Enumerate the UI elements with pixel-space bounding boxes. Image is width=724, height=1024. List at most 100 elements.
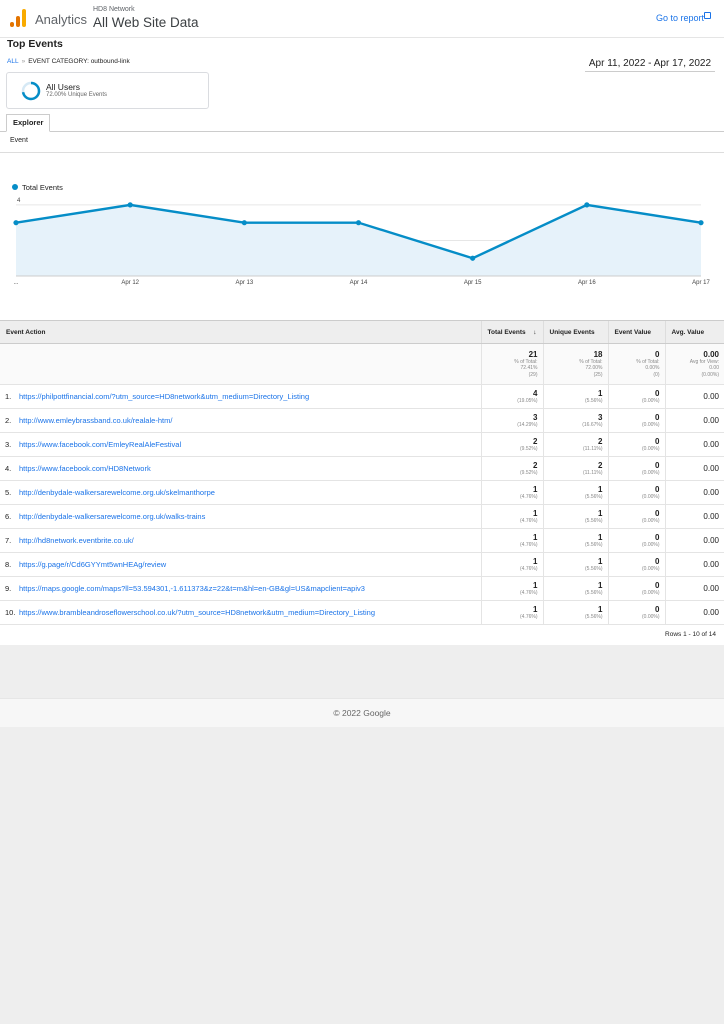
event-action-link[interactable]: https://maps.google.com/maps?ll=53.59430…: [19, 584, 365, 593]
totals-row: 21% of Total: 72.41% (29) 18% of Total: 72.…: [0, 343, 724, 385]
chart-panel: [0, 152, 724, 317]
external-link-icon[interactable]: [704, 12, 711, 19]
row-index: 10.: [5, 608, 16, 617]
total-events-pct: (9.52%): [519, 470, 538, 476]
total-events-value: 1: [533, 557, 538, 566]
unique-events-pct: (11.11%): [582, 470, 603, 476]
total-events-value: 1: [533, 533, 538, 542]
breadcrumb: ALL» EVENT CATEGORY: outbound-link: [7, 58, 130, 65]
event-action-link[interactable]: https://www.brambleandroseflowerschool.c…: [19, 608, 375, 617]
x-tick-label: Apr 16: [578, 280, 596, 286]
segment-donut-icon: [21, 81, 41, 101]
report-tabs: Explorer: [0, 114, 724, 132]
event-value-value: 0: [655, 485, 660, 494]
series-area: [16, 204, 701, 276]
unique-events-value: 1: [598, 389, 603, 398]
sort-desc-icon: ↓: [533, 328, 537, 336]
table-row: 9. https://maps.google.com/maps?ll=53.594…: [0, 576, 724, 601]
property-name[interactable]: All Web Site Data: [93, 15, 199, 30]
table-row: 7. http://hd8network.eventbrite.co.uk/1 (4…: [0, 528, 724, 553]
unique-events-value: 2: [598, 461, 603, 470]
event-action-link[interactable]: http://denbydale-walkersarewelcome.org.u…: [19, 488, 215, 497]
total-events-value: 1: [533, 485, 538, 494]
table-row: 3. https://www.facebook.com/EmleyRealAleF…: [0, 432, 724, 457]
column-header-event-value[interactable]: Event Value: [607, 320, 665, 344]
date-range-picker[interactable]: Apr 11, 2022 - Apr 17, 2022: [584, 56, 715, 72]
avg-value-value: 0.00: [703, 488, 719, 497]
x-tick-label: Apr 12: [121, 280, 139, 286]
unique-events-value: 1: [598, 533, 603, 542]
event-value-pct: (0.00%): [641, 542, 660, 548]
total-events-pct: (4.76%): [519, 542, 538, 548]
total-events-pct: (4.76%): [519, 518, 538, 524]
row-index: 6.: [5, 512, 12, 521]
avg-value-value: 0.00: [703, 440, 719, 449]
total-events-pct: (4.76%): [519, 566, 538, 572]
data-point: [13, 220, 19, 226]
total-events-pct: (9.52%): [519, 446, 538, 452]
tab-explorer[interactable]: Explorer: [6, 114, 51, 132]
breadcrumb-current: EVENT CATEGORY: outbound-link: [28, 58, 130, 65]
page-spacer: [0, 645, 724, 698]
x-tick-label: Apr 13: [235, 280, 253, 286]
row-index: 7.: [5, 536, 12, 545]
segment-name: All Users: [46, 82, 81, 92]
avg-value-value: 0.00: [703, 392, 719, 401]
unique-events-value: 3: [598, 413, 603, 422]
row-index: 4.: [5, 464, 12, 473]
column-header-event-action[interactable]: Event Action: [0, 320, 481, 344]
event-value-value: 0: [655, 557, 660, 566]
row-index: 2.: [5, 416, 12, 425]
column-header-avg-value[interactable]: Avg. Value: [664, 320, 724, 344]
data-point: [470, 255, 476, 261]
legend-label: Total Events: [22, 183, 63, 192]
table-row: 2. http://www.emleybrassband.co.uk/realal…: [0, 408, 724, 433]
event-value-value: 0: [655, 413, 660, 422]
subtab-event[interactable]: Event: [10, 137, 28, 144]
breadcrumb-all-link[interactable]: ALL: [7, 58, 19, 65]
unique-events-value: 1: [598, 581, 603, 590]
event-value-pct: (0.00%): [641, 422, 660, 428]
app-header: Analytics HD8 Network All Web Site Data …: [0, 0, 724, 38]
event-action-link[interactable]: http://www.emleybrassband.co.uk/realale-…: [19, 416, 173, 425]
avg-value-value: 0.00: [703, 416, 719, 425]
total-events-pct: (19.05%): [517, 398, 538, 404]
report-page: Analytics HD8 Network All Web Site Data …: [0, 0, 724, 645]
analytics-logo-icon: [10, 9, 26, 27]
table-row: 5. http://denbydale-walkersarewelcome.org…: [0, 480, 724, 505]
unique-events-value: 1: [598, 605, 603, 614]
event-action-link[interactable]: https://philpottfinancial.com/?utm_sourc…: [19, 392, 310, 401]
unique-events-value: 1: [598, 485, 603, 494]
unique-events-pct: (5.56%): [584, 566, 603, 572]
event-value-value: 0: [655, 509, 660, 518]
event-action-link[interactable]: http://hd8network.eventbrite.co.uk/: [19, 536, 134, 545]
column-header-total-events[interactable]: Total Events ↓: [480, 320, 543, 344]
unique-events-pct: (5.56%): [584, 614, 603, 620]
table-row: 6. http://denbydale-walkersarewelcome.org…: [0, 504, 724, 529]
event-value-pct: (0.00%): [641, 446, 660, 452]
event-action-link[interactable]: http://denbydale-walkersarewelcome.org.u…: [19, 512, 206, 521]
unique-events-pct: (11.11%): [582, 446, 603, 452]
event-value-value: 0: [655, 533, 660, 542]
event-action-link[interactable]: https://www.facebook.com/EmleyRealAleFes…: [19, 440, 182, 449]
go-to-report-link[interactable]: Go to report: [655, 13, 704, 23]
row-index: 1.: [5, 392, 12, 401]
event-action-link[interactable]: https://www.facebook.com/HD8Network: [19, 464, 151, 473]
total-events-value: 1: [533, 605, 538, 614]
total-events-value: 3: [533, 413, 538, 422]
y-tick-label: 4: [17, 198, 21, 204]
x-tick-label: Apr 14: [350, 280, 368, 286]
event-action-link[interactable]: https://g.page/r/Cd6GYYmt5wnHEAg/review: [19, 560, 167, 569]
data-point: [127, 202, 133, 208]
data-point: [698, 220, 704, 226]
page-title: Top Events: [7, 38, 63, 50]
unique-events-value: 1: [598, 509, 603, 518]
avg-value-value: 0.00: [703, 464, 719, 473]
event-value-value: 0: [655, 461, 660, 470]
data-table: Event Action Total Events ↓ Unique Event…: [0, 320, 724, 625]
event-value-value: 0: [655, 437, 660, 446]
column-header-unique-events[interactable]: Unique Events: [542, 320, 608, 344]
row-index: 5.: [5, 488, 12, 497]
segment-card[interactable]: All Users 72.00% Unique Events: [6, 72, 209, 109]
